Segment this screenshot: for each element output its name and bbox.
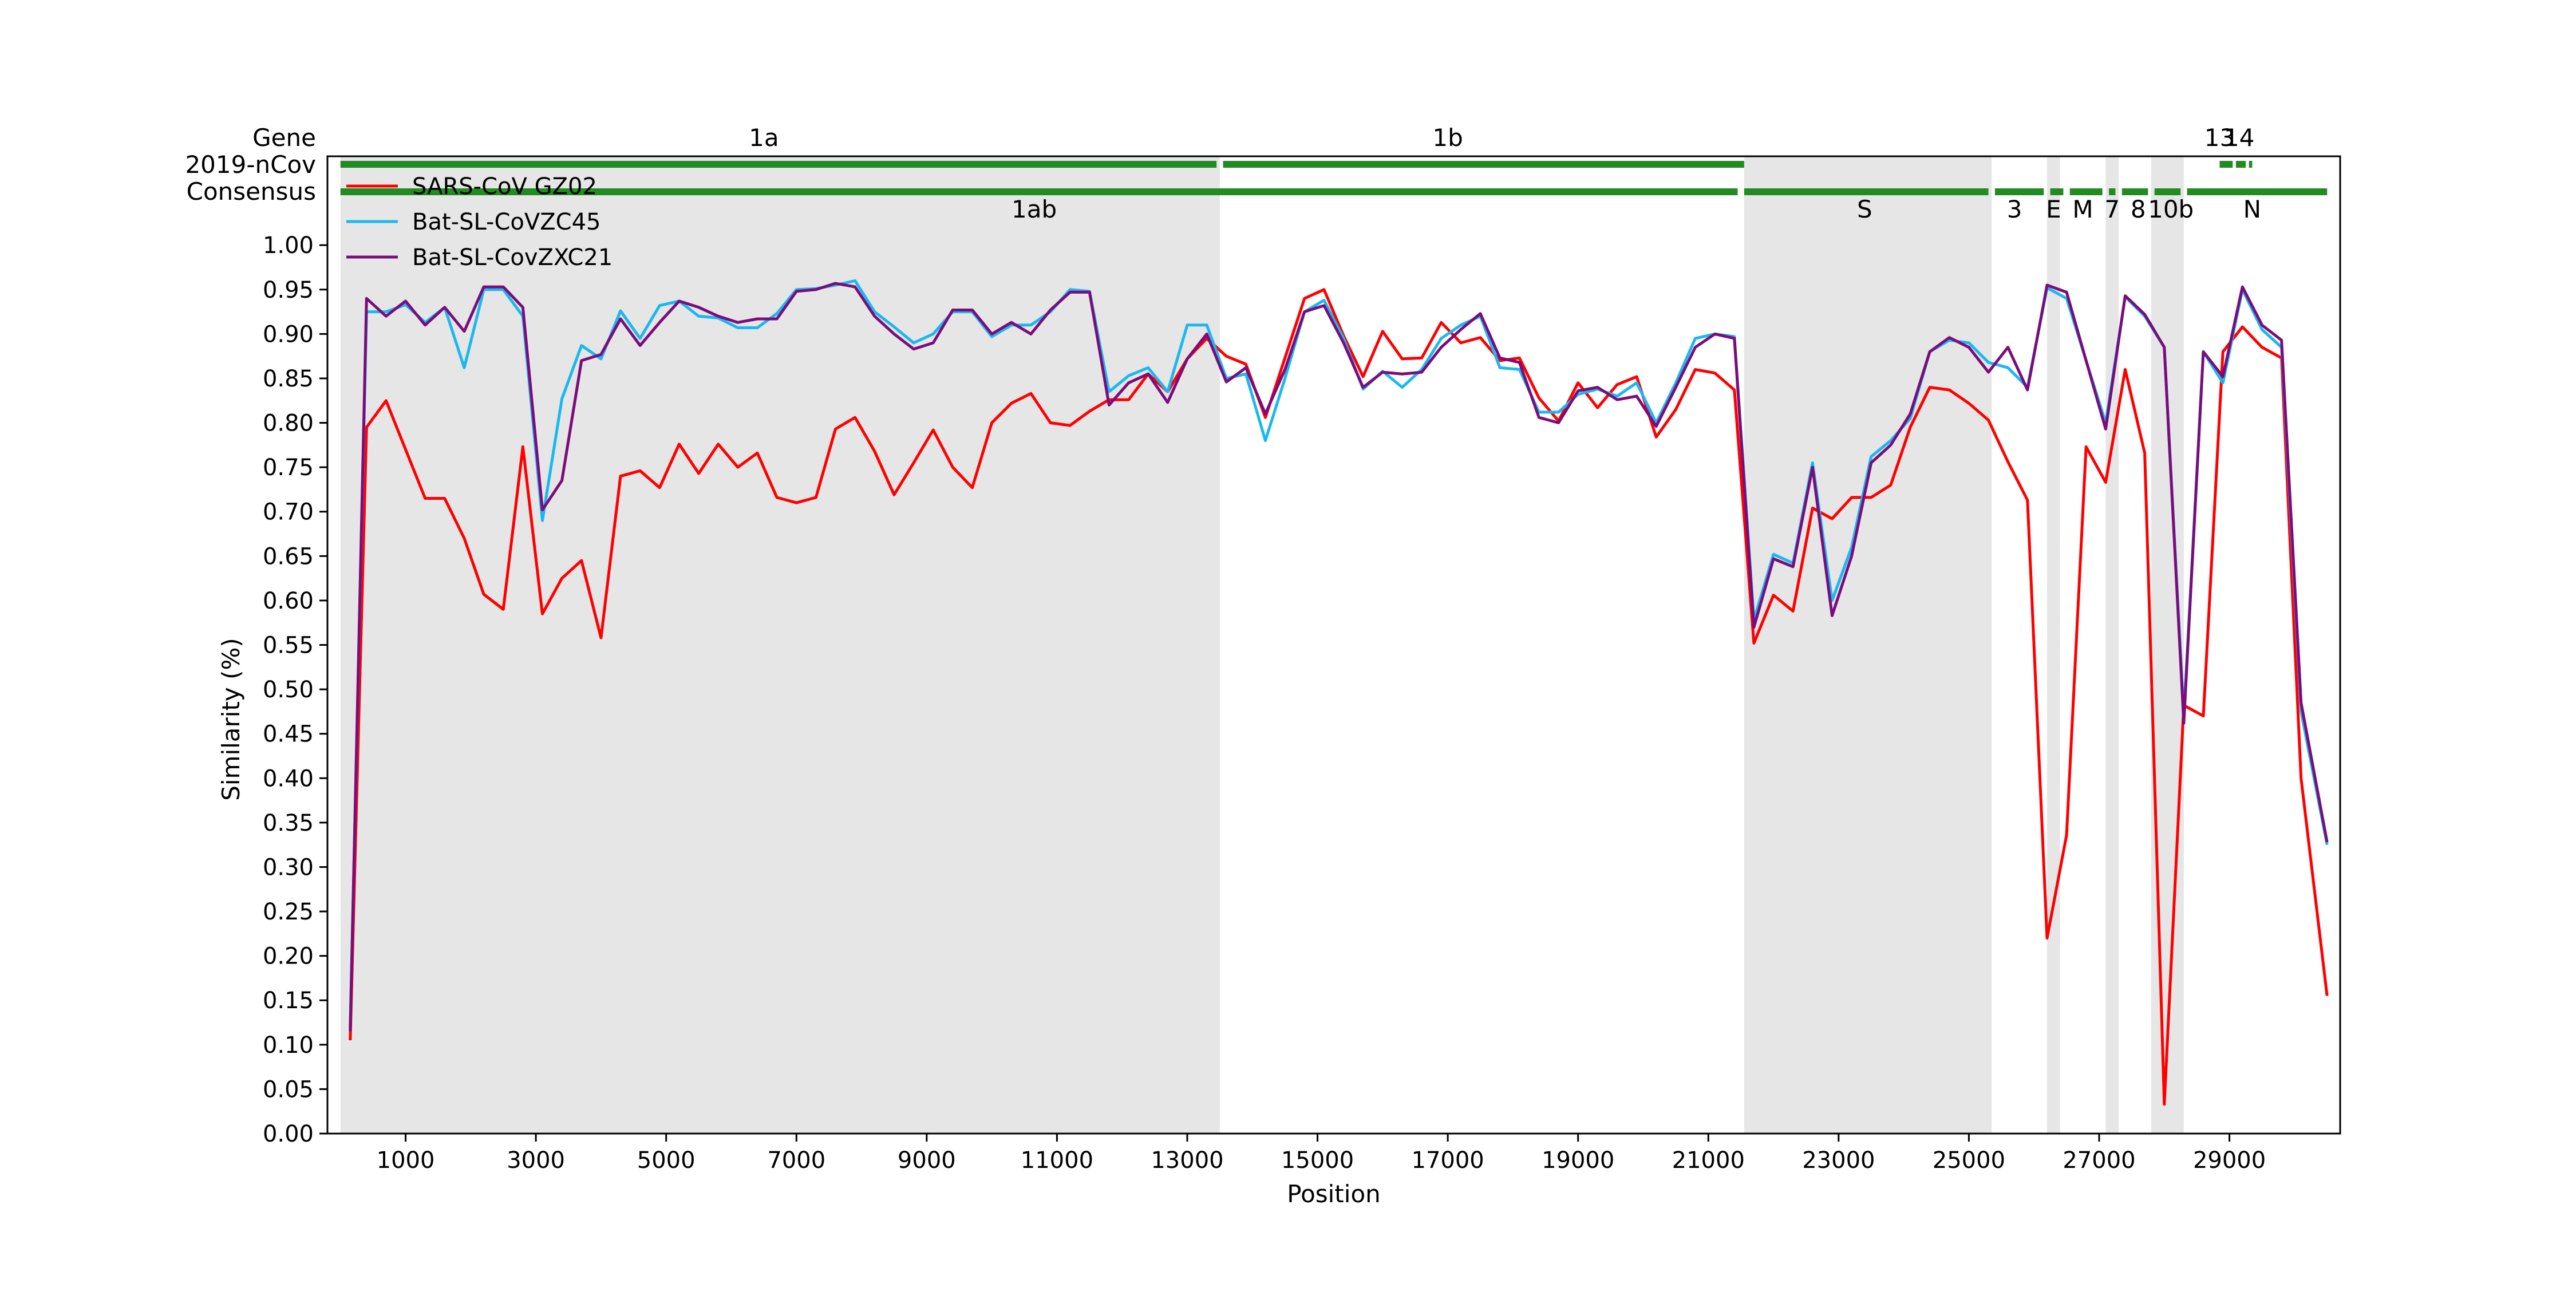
gene-label-12: N: [2243, 195, 2261, 223]
consensus-gene-segment-2: [1994, 188, 2044, 195]
series-lines: [349, 279, 2329, 1106]
ncov-gene-segment-2: [2219, 161, 2233, 168]
x-tick-label-7: 15000: [1281, 1147, 1354, 1174]
y-tick-label-8: 0.40: [263, 765, 314, 792]
x-tick-label-4: 9000: [898, 1147, 956, 1174]
shaded-region-3: [2105, 156, 2119, 1134]
x-tick-label-3: 7000: [767, 1147, 825, 1174]
ncov-gene-segment-1: [1223, 161, 1744, 168]
x-tick-label-5: 11000: [1021, 1147, 1093, 1174]
gene-tracks: [340, 161, 2328, 195]
consensus-gene-segment-6: [2121, 188, 2148, 195]
consensus-gene-segment-1: [1744, 188, 1989, 195]
legend: SARS-CoV GZ02 Bat-SL-CoVZC45 Bat-SL-CovZXC…: [346, 173, 613, 271]
x-tick-label-9: 19000: [1542, 1147, 1614, 1174]
x-tick-label-12: 25000: [1933, 1147, 2005, 1174]
legend-label-2: Bat-SL-CovZXC21: [412, 244, 613, 271]
y-axis-title: Similarity (%): [217, 638, 245, 801]
series-line-2: [349, 282, 2329, 1032]
y-tick-label-5: 0.25: [263, 899, 314, 925]
ncov-gene-segment-0: [340, 161, 1217, 168]
track-label-0: Gene: [252, 124, 316, 152]
y-tick-label-0: 0.00: [263, 1121, 314, 1147]
y-tick-label-2: 0.10: [263, 1032, 314, 1059]
consensus-gene-segment-5: [2109, 188, 2116, 195]
y-tick-label-6: 0.30: [263, 854, 314, 881]
consensus-gene-segment-4: [2069, 188, 2103, 195]
gene-label-10: 8: [2131, 195, 2146, 223]
y-tick-label-12: 0.60: [263, 588, 314, 614]
x-axis: 1000 3000 5000 7000 9000 11000 13000 15000 17000…: [377, 1134, 2266, 1174]
gene-label-4: 1ab: [1012, 195, 1057, 223]
gene-label-5: S: [1857, 195, 1872, 223]
x-tick-label-2: 5000: [637, 1147, 696, 1174]
x-tick-label-10: 21000: [1672, 1147, 1745, 1174]
gene-label-0: 1a: [749, 124, 779, 152]
shaded-regions: [340, 156, 2184, 1134]
x-tick-label-13: 27000: [2063, 1147, 2135, 1174]
x-tick-label-6: 13000: [1151, 1147, 1223, 1174]
series-line-0: [349, 288, 2329, 1106]
y-tick-label-17: 0.85: [263, 366, 314, 392]
shaded-region-1: [1744, 156, 1992, 1134]
legend-label-1: Bat-SL-CoVZC45: [412, 209, 600, 235]
x-axis-title: Position: [1287, 1180, 1381, 1208]
consensus-gene-segment-7: [2154, 188, 2181, 195]
y-axis: 0.00 0.05 0.10 0.15 0.20 0.25 0.30 0.35 0.40 0.45…: [263, 232, 327, 1147]
x-tick-label-8: 17000: [1412, 1147, 1484, 1174]
y-tick-label-9: 0.45: [263, 721, 314, 748]
consensus-gene-segment-8: [2187, 188, 2328, 195]
x-tick-label-1: 3000: [507, 1147, 565, 1174]
y-tick-label-16: 0.80: [263, 410, 314, 437]
y-tick-label-3: 0.15: [263, 988, 314, 1014]
y-tick-label-7: 0.35: [263, 810, 314, 836]
consensus-gene-segment-3: [2050, 188, 2064, 195]
ncov-gene-segment-4: [2249, 161, 2253, 168]
gene-label-9: 7: [2104, 195, 2120, 223]
gene-label-3: 14: [2224, 124, 2254, 152]
shaded-region-0: [340, 156, 1220, 1134]
ncov-gene-segment-3: [2235, 161, 2246, 168]
legend-label-0: SARS-CoV GZ02: [412, 173, 597, 200]
y-tick-label-20: 1.00: [263, 232, 314, 259]
x-tick-label-11: 23000: [1802, 1147, 1875, 1174]
series-line-1: [349, 279, 2329, 1027]
x-tick-label-14: 29000: [2193, 1147, 2266, 1174]
gene-label-11: 10b: [2148, 195, 2194, 223]
gene-label-7: E: [2046, 195, 2061, 223]
y-tick-label-13: 0.65: [263, 543, 314, 570]
y-tick-label-15: 0.75: [263, 455, 314, 481]
gene-label-2: 13: [2204, 124, 2235, 152]
y-tick-label-11: 0.55: [263, 633, 314, 659]
gene-label-6: 3: [2007, 195, 2022, 223]
y-tick-label-19: 0.95: [263, 277, 314, 303]
y-tick-label-14: 0.70: [263, 499, 314, 526]
gene-label-8: M: [2072, 195, 2093, 223]
y-tick-label-4: 0.20: [263, 943, 314, 970]
y-tick-label-10: 0.50: [263, 677, 314, 703]
gene-label-1: 1b: [1432, 124, 1463, 152]
x-tick-label-0: 1000: [377, 1147, 435, 1174]
track-label-2: Consensus: [187, 177, 316, 206]
shaded-region-2: [2046, 156, 2060, 1134]
track-label-1: 2019-nCov: [185, 151, 316, 179]
consensus-gene-segment-0: [340, 188, 1738, 195]
y-tick-label-18: 0.90: [263, 321, 314, 348]
y-tick-label-1: 0.05: [263, 1076, 314, 1103]
